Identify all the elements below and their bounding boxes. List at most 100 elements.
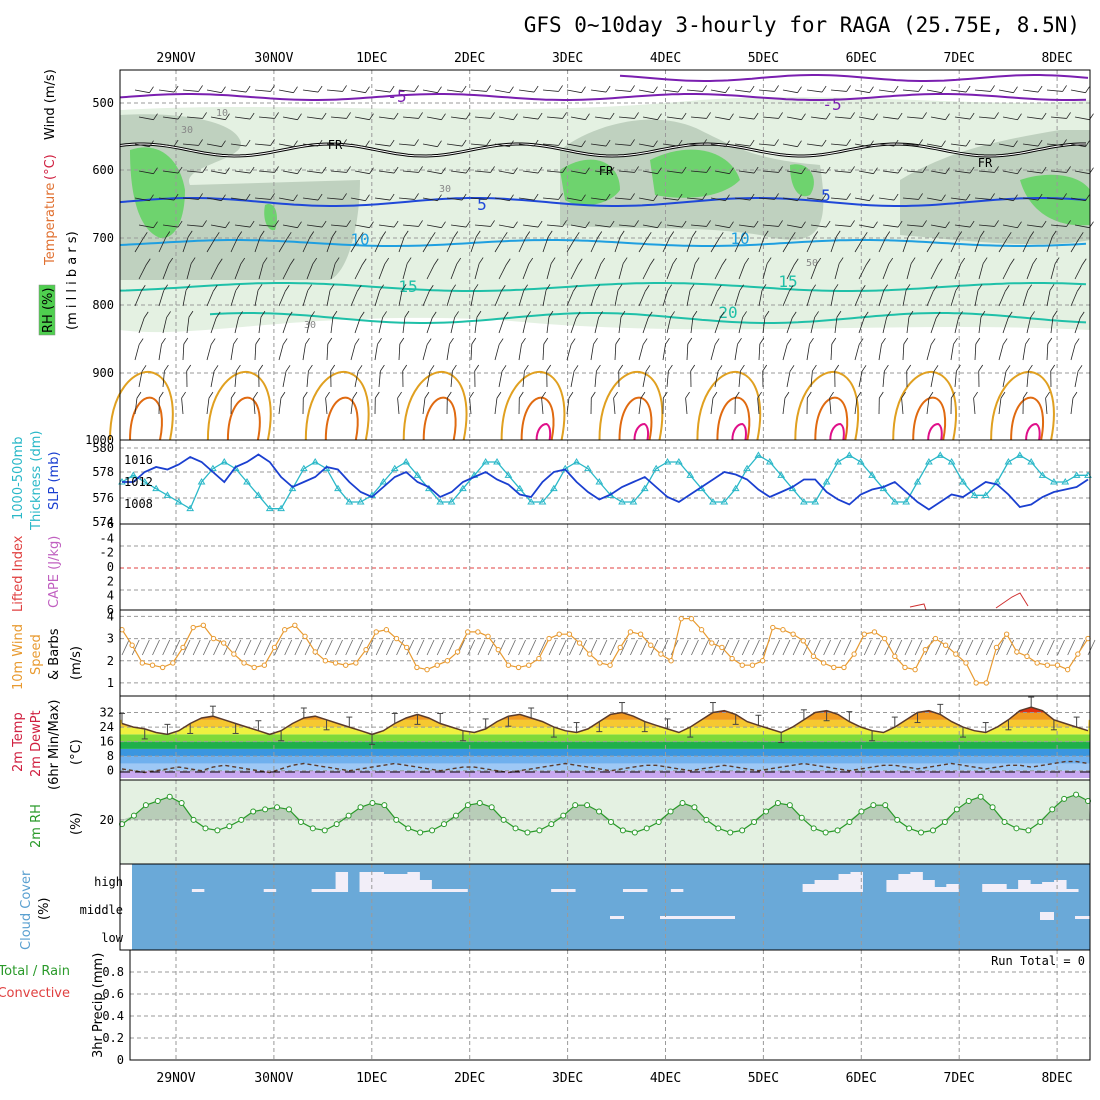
- barb-23-1: [690, 116, 707, 119]
- barb-2-3: [186, 170, 203, 173]
- barb-flag-17-2: [558, 139, 563, 146]
- barb-26-6: [758, 236, 765, 253]
- barb-32-3: [906, 170, 923, 173]
- rh-marker-27: [441, 821, 447, 828]
- barb-flag-20-3: [634, 166, 639, 173]
- barb-0-12: [134, 398, 138, 415]
- barb-12-7: [426, 264, 435, 280]
- wind-marker-44: [566, 631, 573, 637]
- barb-flag-11-5: [418, 220, 423, 227]
- cloud-bar-78: [1066, 889, 1079, 892]
- wind-barb-87: [1006, 639, 1015, 656]
- barb-39-7: [1074, 264, 1083, 280]
- barb-flag-32-6: [907, 230, 913, 238]
- barb-flag-36-2: [1013, 140, 1018, 147]
- thickness-marker-2: [140, 478, 149, 485]
- barb-37-6: [1022, 237, 1031, 253]
- wind-marker-63: [759, 658, 766, 664]
- barb-13-9: [450, 317, 455, 334]
- thickness-line: [121, 454, 1088, 510]
- barb-flag-18-8: [572, 285, 578, 292]
- barb-10-8: [374, 290, 381, 307]
- barb-flag-20-10: [615, 337, 621, 345]
- barb-flag-8-10: [327, 337, 333, 345]
- barb-flag-28-7: [816, 257, 822, 265]
- barb-18-2: [566, 143, 582, 148]
- thickness-marker-84: [1072, 471, 1081, 478]
- rh-marker-3: [154, 797, 161, 804]
- barb-flag-4-3: [249, 166, 255, 174]
- temp-band-4: [120, 741, 1090, 749]
- barb-36-0: [998, 89, 1014, 94]
- barb-6-10: [278, 344, 284, 361]
- contour-35-5: [633, 422, 650, 441]
- barb-39-11: [1074, 371, 1079, 388]
- thickness-marker-33: [493, 458, 501, 465]
- thickness-tick-574: 574: [92, 515, 114, 529]
- barb-8-1: [330, 116, 347, 119]
- barb-35-12: [973, 398, 976, 415]
- thickness-marker-7: [197, 478, 206, 485]
- barb-flag-35-0: [990, 85, 995, 92]
- temp-band-6: [120, 727, 1090, 735]
- barb-flag-34-11: [956, 364, 961, 372]
- barb-28-4: [806, 197, 823, 201]
- wind-marker-14: [261, 662, 268, 668]
- barb-5-1: [258, 116, 275, 119]
- barb-30-8: [854, 291, 862, 307]
- contour-25-9: [990, 370, 1055, 441]
- barb-33-10: [926, 344, 932, 361]
- thickness-marker-44: [618, 498, 626, 505]
- upper-label-temperature-unit: (°C): [43, 154, 58, 180]
- barb-38-6: [1046, 236, 1053, 253]
- slp-line: [122, 453, 1089, 511]
- barb-flag-13-2: [461, 139, 467, 147]
- slp-label-thickness: 1000-500mb: [11, 436, 26, 520]
- rh-marker-38: [572, 802, 579, 809]
- barb-12-9: [426, 317, 433, 334]
- barb-3-7: [210, 264, 219, 280]
- barb-5-4: [254, 197, 271, 200]
- wind-barb-67: [802, 639, 811, 656]
- barb-flag-5-3: [274, 166, 279, 173]
- rh-marker-37: [560, 812, 567, 819]
- barb-14-8: [470, 290, 475, 307]
- barb-27-5: [786, 224, 802, 229]
- barb-flag-3-12: [208, 391, 214, 399]
- contour-label-0: -5: [387, 87, 406, 106]
- barb-6-3: [282, 170, 298, 175]
- barb-flag-39-10: [1074, 338, 1080, 345]
- contour-freezing-inner: [119, 143, 1086, 157]
- barb-flag-32-8: [905, 284, 911, 291]
- barb-flag-24-8: [716, 285, 722, 292]
- barb-35-9: [978, 317, 982, 334]
- barb-flag-9-4: [365, 194, 370, 201]
- contour-30-8: [912, 396, 947, 441]
- cape-label-lifted: Lifted Index: [11, 535, 26, 612]
- barb-flag-2-4: [198, 193, 203, 200]
- barb-23-4: [686, 197, 703, 200]
- rh-marker-9: [226, 823, 233, 830]
- wind-barb-26: [386, 639, 394, 656]
- thickness-marker-63: [834, 458, 842, 465]
- barb-flag-22-4: [677, 193, 683, 201]
- barb-14-4: [470, 197, 487, 200]
- barb-32-6: [902, 236, 909, 253]
- barb-flag-17-12: [541, 391, 546, 399]
- barb-flag-0-12: [136, 391, 142, 399]
- rh-marker-49: [703, 816, 710, 823]
- cloud-label-unit: (%): [37, 898, 52, 921]
- barb-8-7: [330, 263, 336, 280]
- barb-flag-18-7: [577, 258, 583, 265]
- wind-label-2: Speed: [29, 634, 44, 675]
- barb-flag-11-3: [418, 166, 423, 173]
- barb-flag-16-7: [528, 257, 534, 265]
- barb-34-2: [950, 143, 967, 147]
- barb-flag-7-3: [321, 166, 327, 174]
- upper-label-wind: Wind (m/s): [43, 69, 58, 140]
- barb-36-4: [998, 197, 1014, 202]
- barb-27-7: [786, 264, 795, 280]
- barb-36-7: [1002, 264, 1011, 280]
- barb-9-3: [354, 170, 370, 175]
